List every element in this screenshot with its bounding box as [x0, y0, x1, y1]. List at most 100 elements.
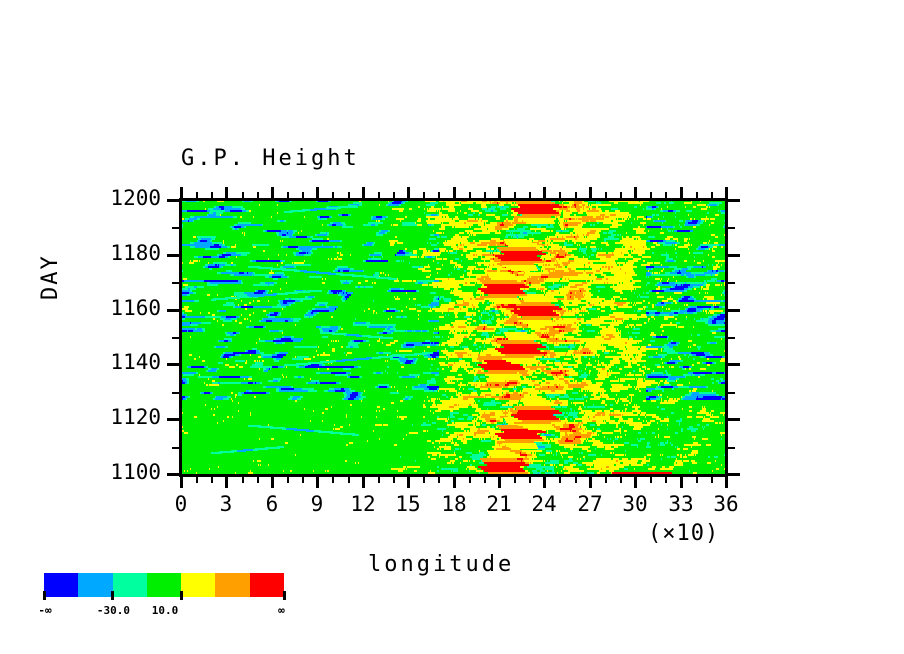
- colorbar-band: [112, 573, 147, 597]
- y-axis-major-tick: [728, 254, 740, 257]
- x-axis-major-tick: [634, 187, 637, 199]
- x-axis-minor-tick: [423, 476, 425, 483]
- axis-frame-top: [181, 198, 728, 201]
- x-axis-minor-tick: [711, 476, 713, 483]
- x-axis-minor-tick: [242, 476, 244, 483]
- y-axis-minor-tick: [172, 392, 179, 394]
- x-axis-minor-tick: [484, 192, 486, 199]
- x-axis-major-tick: [180, 476, 183, 488]
- x-axis-minor-tick: [257, 192, 259, 199]
- x-axis-tick-label: 30: [622, 492, 648, 516]
- x-axis-major-tick: [362, 476, 365, 488]
- heatmap-plot-area: [181, 200, 726, 474]
- x-axis-minor-tick: [332, 476, 334, 483]
- x-axis-tick-label: 18: [441, 492, 467, 516]
- y-axis-minor-tick: [172, 227, 179, 229]
- x-axis-major-tick: [180, 187, 183, 199]
- x-axis-minor-tick: [257, 476, 259, 483]
- x-axis-minor-tick: [211, 192, 213, 199]
- x-axis-major-tick: [589, 476, 592, 488]
- x-axis-minor-tick: [559, 476, 561, 483]
- x-axis-minor-tick: [529, 476, 531, 483]
- colorbar-band: [78, 573, 113, 597]
- page-title: G.P. Height: [181, 146, 360, 171]
- x-axis-minor-tick: [650, 476, 652, 483]
- colorbar-tick: [283, 591, 286, 600]
- colorbar-band: [181, 573, 216, 597]
- y-axis-major-tick: [167, 254, 179, 257]
- x-axis-minor-tick: [332, 192, 334, 199]
- x-axis-minor-tick: [287, 476, 289, 483]
- x-axis-minor-tick: [650, 192, 652, 199]
- y-axis-minor-tick: [728, 392, 735, 394]
- y-axis-tick-label: 1180: [110, 241, 161, 265]
- x-axis-multiplier-label: (×10): [648, 521, 720, 546]
- x-axis-major-tick: [407, 476, 410, 488]
- y-axis-major-tick: [728, 309, 740, 312]
- colorbar-band: [215, 573, 250, 597]
- x-axis-major-tick: [225, 476, 228, 488]
- x-axis-minor-tick: [696, 192, 698, 199]
- x-axis-minor-tick: [348, 476, 350, 483]
- x-axis-minor-tick: [393, 476, 395, 483]
- x-axis-minor-tick: [665, 192, 667, 199]
- x-axis-major-tick: [543, 187, 546, 199]
- y-axis-minor-tick: [172, 337, 179, 339]
- x-axis-minor-tick: [242, 192, 244, 199]
- x-axis-tick-label: 27: [577, 492, 603, 516]
- x-axis-minor-tick: [514, 192, 516, 199]
- x-axis-major-tick: [725, 476, 728, 488]
- y-axis-major-tick: [167, 363, 179, 366]
- y-axis-major-tick: [167, 199, 179, 202]
- x-axis-minor-tick: [469, 476, 471, 483]
- colorbar-label: ∞: [278, 604, 285, 617]
- x-axis-major-tick: [362, 187, 365, 199]
- y-axis-minor-tick: [172, 282, 179, 284]
- x-axis-minor-tick: [620, 192, 622, 199]
- y-axis-tick-label: 1120: [110, 405, 161, 429]
- x-axis-tick-label: 6: [265, 492, 279, 516]
- x-axis-minor-tick: [438, 192, 440, 199]
- y-axis-tick-label: 1140: [110, 350, 161, 374]
- x-axis-minor-tick: [378, 192, 380, 199]
- x-axis-major-tick: [498, 187, 501, 199]
- y-axis-tick-label: 1160: [110, 296, 161, 320]
- x-axis-minor-tick: [393, 192, 395, 199]
- y-axis-major-tick: [167, 473, 179, 476]
- y-axis-major-tick: [167, 309, 179, 312]
- x-axis-major-tick: [498, 476, 501, 488]
- x-axis-major-tick: [271, 476, 274, 488]
- x-axis-major-tick: [453, 187, 456, 199]
- y-axis-title: DAY: [38, 254, 63, 300]
- x-axis-major-tick: [634, 476, 637, 488]
- x-axis-major-tick: [271, 187, 274, 199]
- colorbar-label: -∞: [38, 604, 52, 617]
- x-axis-minor-tick: [469, 192, 471, 199]
- x-axis-minor-tick: [484, 476, 486, 483]
- x-axis-major-tick: [725, 187, 728, 199]
- colorbar-label: 10.0: [151, 604, 179, 617]
- colorbar-tick: [43, 591, 46, 600]
- x-axis-tick-label: 33: [668, 492, 694, 516]
- x-axis-major-tick: [680, 187, 683, 199]
- y-axis-minor-tick: [728, 227, 735, 229]
- x-axis-minor-tick: [196, 192, 198, 199]
- x-axis-tick-label: 21: [486, 492, 512, 516]
- x-axis-tick-label: 3: [219, 492, 233, 516]
- x-axis-minor-tick: [575, 476, 577, 483]
- x-axis-major-tick: [543, 476, 546, 488]
- x-axis-minor-tick: [196, 476, 198, 483]
- x-axis-minor-tick: [575, 192, 577, 199]
- x-axis-major-tick: [316, 476, 319, 488]
- colorbar-label: -30.0: [96, 604, 130, 617]
- x-axis-major-tick: [680, 476, 683, 488]
- x-axis-tick-label: 9: [310, 492, 324, 516]
- y-axis-minor-tick: [172, 447, 179, 449]
- y-axis-major-tick: [728, 473, 740, 476]
- x-axis-minor-tick: [423, 192, 425, 199]
- x-axis-tick-label: 24: [531, 492, 557, 516]
- y-axis-major-tick: [728, 199, 740, 202]
- y-axis-tick-label: 1100: [110, 460, 161, 484]
- x-axis-minor-tick: [529, 192, 531, 199]
- x-axis-minor-tick: [438, 476, 440, 483]
